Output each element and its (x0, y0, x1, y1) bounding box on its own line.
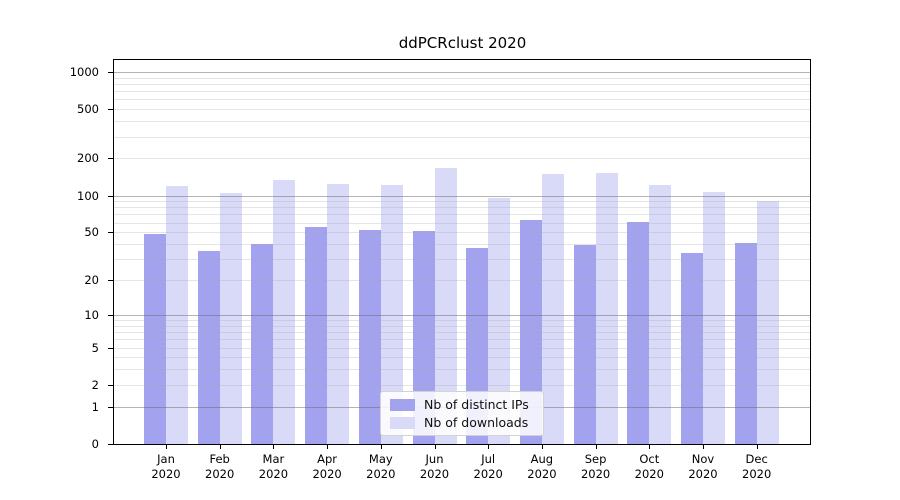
x-tick-label-sep: Sep 2020 (580, 452, 611, 481)
bar-dec-downloads (756, 201, 779, 444)
x-tick-label-jun: Jun 2020 (419, 452, 450, 481)
bar-mar-downloads (273, 179, 296, 444)
bar-aug-downloads (541, 174, 564, 444)
gridline-minor (114, 109, 810, 111)
y-tick-label: 5 (91, 340, 99, 355)
bar-nov-downloads (703, 191, 725, 444)
bar-sep-downloads (595, 173, 618, 444)
y-tick (108, 384, 113, 386)
y-tick (108, 406, 113, 408)
bar-feb-downloads (219, 193, 242, 444)
legend-entry-downloads: Nb of downloads (390, 415, 534, 430)
bar-may-distinct-ips (358, 230, 381, 444)
bar-may-downloads (380, 184, 403, 444)
y-tick (108, 71, 113, 73)
y-tick (108, 280, 113, 281)
y-tick (108, 444, 113, 445)
bar-jul-downloads (488, 198, 511, 444)
x-tick-label-jan: Jan 2020 (151, 452, 181, 481)
x-tick (219, 445, 221, 449)
x-tick (488, 445, 490, 449)
x-tick (380, 445, 382, 449)
y-tick (108, 347, 113, 349)
x-tick-label-dec: Dec 2020 (742, 452, 772, 481)
x-tick-label-mar: Mar 2020 (258, 452, 289, 481)
legend-swatch-downloads (390, 416, 415, 429)
gridline-minor (114, 83, 810, 85)
bar-apr-downloads (327, 183, 350, 444)
bar-oct-downloads (649, 185, 672, 444)
bar-dec-distinct-ips (734, 242, 757, 444)
bar-jun-downloads (434, 168, 457, 444)
y-tick-label: 1 (91, 399, 99, 414)
y-tick (108, 232, 113, 234)
bar-aug-distinct-ips (519, 220, 542, 444)
legend-swatch-distinct-ips (390, 398, 415, 411)
y-tick (108, 158, 113, 160)
y-tick-label: 10 (84, 307, 99, 322)
y-tick-label: 200 (77, 151, 99, 166)
plot-area: Nb of distinct IPs Nb of downloads (108, 59, 811, 449)
x-tick-label-feb: Feb 2020 (205, 452, 235, 481)
bar-jan-downloads (166, 185, 188, 444)
gridline-minor (114, 77, 810, 79)
gridline-major (114, 71, 810, 73)
y-tick-label: 2 (91, 377, 99, 392)
x-tick-label-jul: Jul 2020 (473, 452, 503, 481)
legend-label: Nb of distinct IPs (424, 397, 529, 412)
y-tick-label: 20 (84, 273, 99, 287)
gridline-minor (114, 91, 810, 93)
gridline-minor (114, 136, 810, 138)
bar-apr-distinct-ips (305, 227, 328, 444)
x-tick-label-apr: Apr 2020 (312, 452, 342, 481)
x-tick (273, 445, 275, 449)
gridline-minor (114, 158, 810, 160)
x-tick (541, 445, 543, 449)
chart-title: ddPCRclust 2020 (398, 34, 527, 52)
gridline-minor (114, 99, 810, 101)
y-tick-label: 50 (84, 225, 99, 240)
bar-oct-distinct-ips (627, 221, 650, 444)
bar-jun-distinct-ips (412, 231, 435, 444)
bar-sep-distinct-ips (573, 245, 596, 444)
bar-nov-distinct-ips (681, 252, 703, 444)
x-tick (756, 445, 758, 449)
y-tick (108, 109, 113, 111)
y-tick (108, 195, 113, 197)
bar-jan-distinct-ips (144, 234, 166, 444)
y-tick-label: 0 (91, 437, 99, 451)
y-tick (108, 314, 113, 316)
legend: Nb of distinct IPs Nb of downloads (380, 391, 544, 436)
gridline-minor (114, 121, 810, 123)
x-tick-label-aug: Aug 2020 (527, 452, 557, 481)
legend-label: Nb of downloads (424, 415, 529, 430)
x-tick-label-nov: Nov 2020 (688, 452, 718, 481)
x-tick (703, 445, 704, 449)
x-tick (434, 445, 436, 449)
y-tick-label: 100 (77, 188, 99, 203)
x-tick-label-may: May 2020 (366, 452, 396, 481)
bar-feb-distinct-ips (197, 251, 220, 444)
x-tick (649, 445, 651, 449)
x-tick-label-oct: Oct 2020 (634, 452, 664, 481)
y-tick-label: 1000 (69, 64, 99, 79)
x-tick (166, 445, 167, 449)
y-tick-label: 500 (77, 102, 99, 117)
x-tick (327, 445, 329, 449)
x-tick (595, 445, 597, 449)
bar-mar-distinct-ips (251, 244, 274, 444)
x-axis-labels: Jan 2020 Feb 2020 Mar 2020 Apr 2020 May 2020 Jun 20… (0, 452, 900, 492)
y-axis-labels: 0 1 2 5 10 20 50 100 200 500 1000 (0, 60, 99, 451)
legend-entry-distinct-ips: Nb of distinct IPs (390, 397, 534, 412)
